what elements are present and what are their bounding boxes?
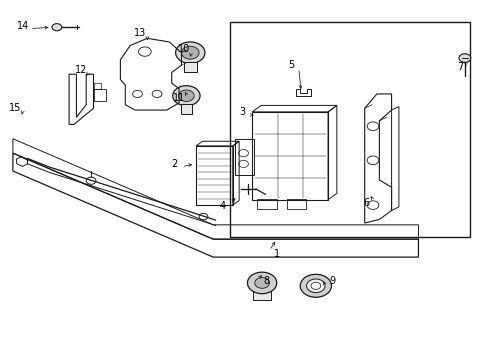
Bar	[287, 199, 306, 209]
Circle shape	[247, 272, 277, 294]
Bar	[235, 139, 254, 175]
Circle shape	[255, 278, 270, 288]
Circle shape	[175, 42, 205, 63]
Text: 4: 4	[220, 201, 226, 211]
Text: 9: 9	[329, 276, 335, 286]
Bar	[230, 22, 470, 237]
Text: 12: 12	[75, 64, 88, 75]
Text: 13: 13	[134, 28, 146, 38]
Bar	[253, 290, 271, 300]
Text: 8: 8	[263, 276, 269, 286]
Bar	[257, 199, 277, 209]
Circle shape	[52, 24, 62, 31]
Text: 14: 14	[17, 21, 29, 31]
Text: 2: 2	[171, 159, 177, 169]
Circle shape	[172, 86, 200, 106]
Text: 7: 7	[457, 62, 463, 72]
Bar	[196, 146, 233, 205]
Bar	[184, 62, 196, 72]
Bar	[94, 83, 101, 89]
Circle shape	[181, 46, 199, 59]
Text: 10: 10	[178, 44, 190, 54]
Text: 6: 6	[363, 198, 369, 208]
Circle shape	[459, 54, 471, 62]
Circle shape	[178, 90, 194, 102]
Bar	[94, 89, 106, 101]
Circle shape	[307, 279, 325, 293]
Bar	[252, 112, 328, 200]
Text: 11: 11	[173, 93, 185, 103]
Bar	[181, 104, 192, 114]
Circle shape	[300, 274, 331, 297]
Text: 15: 15	[9, 103, 22, 113]
Text: 3: 3	[240, 107, 245, 117]
Text: 5: 5	[288, 60, 294, 70]
Text: 1: 1	[274, 248, 280, 258]
